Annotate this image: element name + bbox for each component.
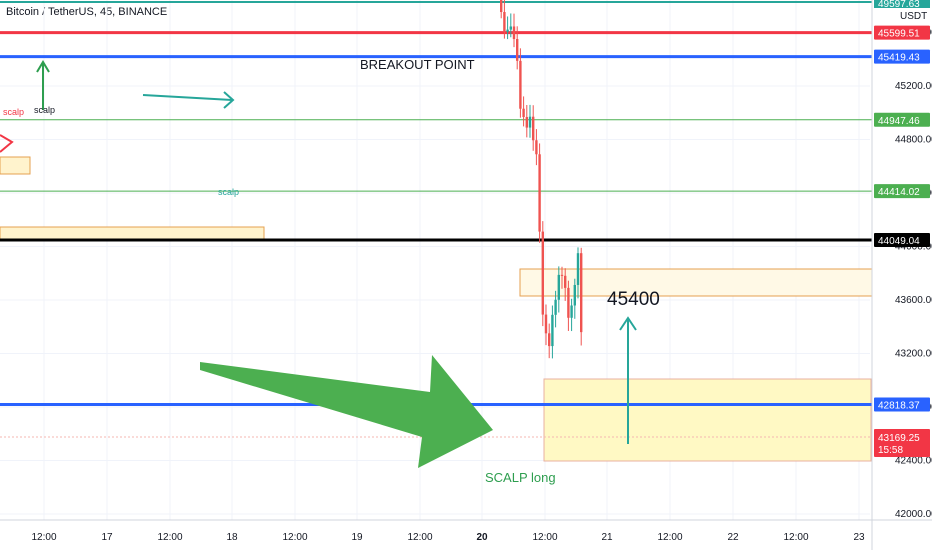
candle-body	[503, 12, 506, 32]
level-price-label: 45419.43	[878, 53, 920, 64]
x-tick-label: 12:00	[657, 532, 682, 543]
x-tick-label: 12:00	[407, 532, 432, 543]
x-tick-label: 23	[853, 532, 865, 543]
candle-body	[509, 26, 512, 30]
candle-body	[500, 0, 503, 13]
candle-body	[551, 314, 554, 347]
level-price-label: 45599.51	[878, 29, 920, 40]
x-tick-label: 20	[476, 532, 488, 543]
zone-scalp-long	[543, 378, 872, 462]
candle-body	[528, 116, 532, 128]
zone-resistance	[519, 268, 873, 297]
zone-left-small	[0, 156, 31, 175]
right-arrow	[142, 94, 233, 101]
candle-body	[573, 284, 576, 306]
candle-body	[519, 60, 522, 109]
y-tick-label: 43600.00	[895, 295, 932, 306]
up-arrow-head	[36, 60, 50, 73]
y-tick-label: 44000.00	[895, 242, 932, 253]
x-tick-label: 12:00	[783, 532, 808, 543]
candle-body	[548, 333, 551, 347]
candle-body	[564, 275, 567, 288]
annotation-breakout-point: BREAKOUT POINT	[360, 57, 475, 72]
candle-body	[541, 231, 544, 315]
candle-body	[506, 29, 509, 32]
x-tick-label: 12:00	[31, 532, 56, 543]
candle-body	[525, 117, 528, 128]
level-price-label: 44049.04	[878, 236, 920, 247]
annotation-scalp: scalp	[34, 105, 55, 115]
x-tick-label: 12:00	[157, 532, 182, 543]
price-axis-bg	[872, 0, 932, 550]
candle-body	[544, 314, 548, 334]
y-tick-label: 42000.00	[895, 509, 932, 520]
currency-label: USDT	[900, 11, 927, 22]
x-tick-label: 19	[351, 532, 363, 543]
y-tick-label: 43200.00	[895, 349, 932, 360]
x-tick-label: 18	[226, 532, 238, 543]
candle-body	[516, 39, 519, 61]
annotation-target-45400: 45400	[607, 289, 660, 310]
x-tick-label: 22	[727, 532, 739, 543]
right-arrow-head	[223, 91, 235, 109]
candle-body	[576, 253, 580, 285]
target-up-arrow-head	[619, 316, 637, 331]
candle-body	[538, 154, 541, 232]
candle-body	[554, 299, 557, 315]
candle-body	[532, 116, 535, 141]
candle-body	[570, 305, 573, 318]
level-price-tag	[874, 184, 930, 199]
level-price-tag	[874, 112, 930, 127]
top-price-label: 49597.63	[878, 0, 920, 10]
level-price-tag	[874, 49, 930, 64]
y-tick-label: 42400.00	[895, 456, 932, 467]
level-price-label: 42818.37	[878, 401, 920, 412]
top-price-tag	[874, 0, 930, 8]
x-tick-label: 12:00	[532, 532, 557, 543]
candle-body	[560, 274, 564, 276]
candle-body	[535, 140, 538, 155]
current-price-tag	[874, 429, 930, 457]
candle-body	[567, 287, 570, 318]
big-down-arrow	[200, 355, 493, 468]
bar-countdown: 15:58	[878, 445, 903, 456]
candle-body	[557, 274, 560, 300]
y-tick-label: 44800.00	[895, 135, 932, 146]
annotation-scalp: scalp	[218, 187, 239, 197]
x-tick-label: 21	[601, 532, 613, 543]
level-price-tag	[874, 232, 930, 247]
candle-body	[580, 253, 583, 333]
annotation-scalp-long: SCALP long	[485, 470, 556, 485]
candle-body	[512, 26, 516, 40]
red-arrow-left	[0, 134, 14, 153]
y-tick-label: 45200.00	[895, 81, 932, 92]
level-price-label: 44947.46	[878, 116, 920, 127]
chart-title: Bitcoin / TetherUS, 45, BINANCE	[6, 6, 168, 18]
level-price-tag	[874, 397, 930, 412]
x-tick-label: 12:00	[282, 532, 307, 543]
level-price-tag	[874, 25, 930, 40]
candle-body	[522, 108, 525, 118]
current-price-label: 43169.25	[878, 433, 920, 444]
x-tick-label: 17	[101, 532, 113, 543]
annotation-scalp: scalp	[3, 107, 24, 117]
level-price-label: 44414.02	[878, 187, 920, 198]
